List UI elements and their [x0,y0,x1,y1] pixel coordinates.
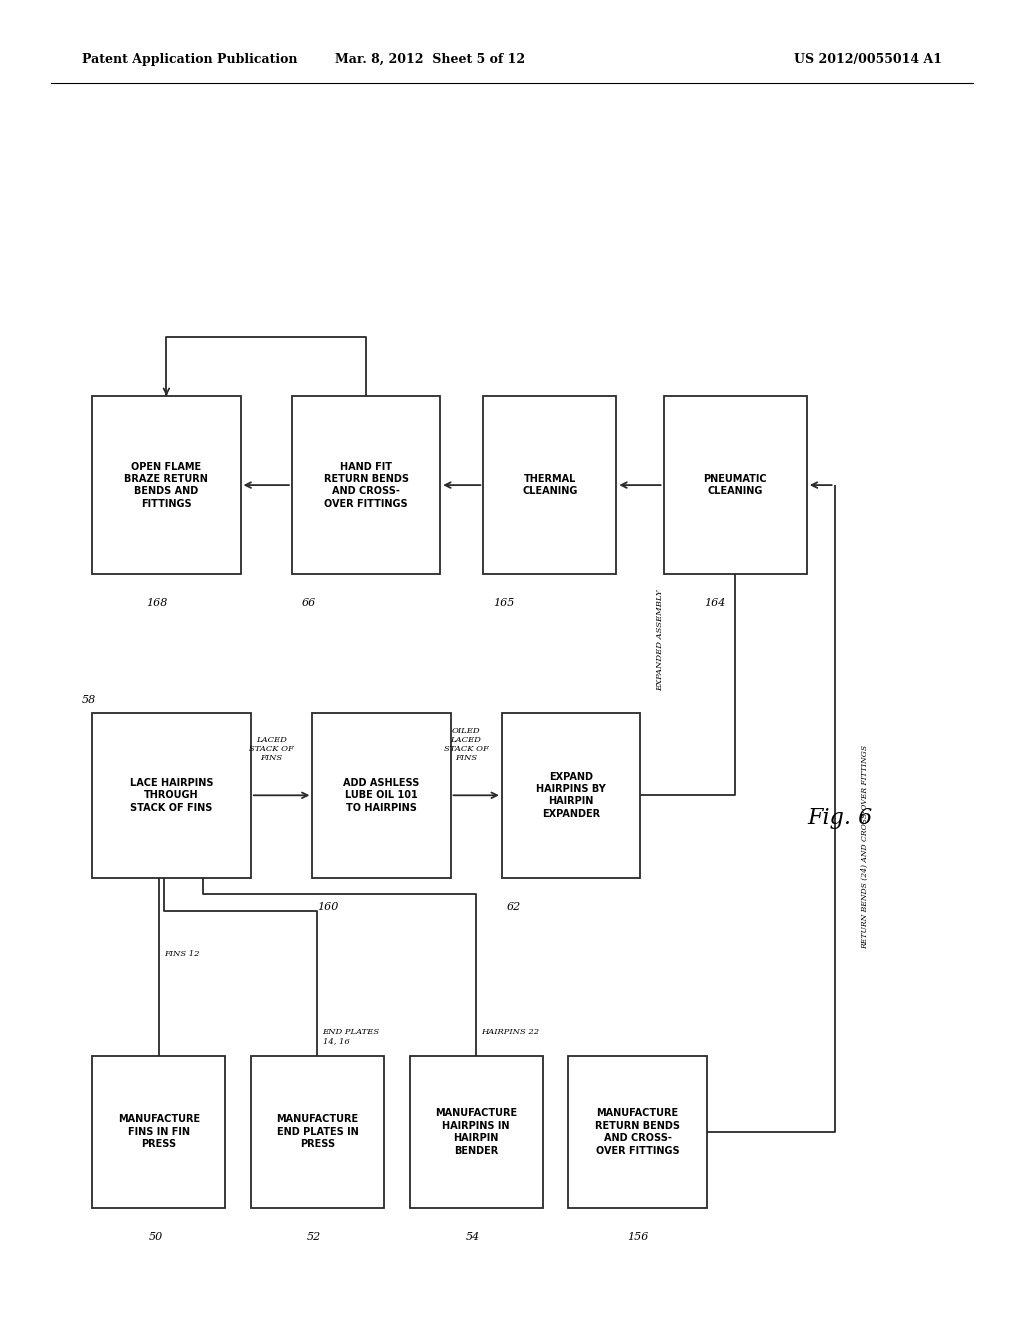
Bar [312,713,451,878]
Bar [483,396,616,574]
Text: RETURN BENDS (24) AND CROSS-OVER FITTINGS: RETURN BENDS (24) AND CROSS-OVER FITTING… [861,744,869,949]
Text: 52: 52 [307,1232,322,1242]
Text: US 2012/0055014 A1: US 2012/0055014 A1 [794,53,942,66]
Text: EXPANDED ASSEMBLY: EXPANDED ASSEMBLY [656,590,665,690]
Text: 54: 54 [466,1232,480,1242]
Text: THERMAL
CLEANING: THERMAL CLEANING [522,474,578,496]
Text: FINS 12: FINS 12 [164,949,200,958]
Bar [92,713,251,878]
Text: MANUFACTURE
RETURN BENDS
AND CROSS-
OVER FITTINGS: MANUFACTURE RETURN BENDS AND CROSS- OVER… [595,1109,680,1155]
Text: 156: 156 [627,1232,648,1242]
Text: HAND FIT
RETURN BENDS
AND CROSS-
OVER FITTINGS: HAND FIT RETURN BENDS AND CROSS- OVER FI… [324,462,409,508]
Text: HAIRPINS 22: HAIRPINS 22 [481,1028,540,1036]
Text: 58: 58 [82,694,96,705]
Text: 66: 66 [302,598,316,609]
Text: Mar. 8, 2012  Sheet 5 of 12: Mar. 8, 2012 Sheet 5 of 12 [335,53,525,66]
Bar [502,713,640,878]
Text: OILED
LACED
STACK OF
FINS: OILED LACED STACK OF FINS [443,727,488,762]
Text: 50: 50 [148,1232,163,1242]
Text: EXPAND
HAIRPINS BY
HAIRPIN
EXPANDER: EXPAND HAIRPINS BY HAIRPIN EXPANDER [536,772,606,818]
Bar [568,1056,707,1208]
Bar [251,1056,384,1208]
Text: MANUFACTURE
FINS IN FIN
PRESS: MANUFACTURE FINS IN FIN PRESS [118,1114,200,1150]
Text: 62: 62 [507,902,521,912]
Text: END PLATES
14, 16: END PLATES 14, 16 [323,1027,380,1045]
Text: Patent Application Publication: Patent Application Publication [82,53,297,66]
Bar [664,396,807,574]
Bar [292,396,440,574]
Text: PNEUMATIC
CLEANING: PNEUMATIC CLEANING [703,474,767,496]
Text: Fig. 6: Fig. 6 [807,808,872,829]
Text: LACE HAIRPINS
THROUGH
STACK OF FINS: LACE HAIRPINS THROUGH STACK OF FINS [130,777,213,813]
Text: MANUFACTURE
HAIRPINS IN
HAIRPIN
BENDER: MANUFACTURE HAIRPINS IN HAIRPIN BENDER [435,1109,517,1155]
Text: OPEN FLAME
BRAZE RETURN
BENDS AND
FITTINGS: OPEN FLAME BRAZE RETURN BENDS AND FITTIN… [125,462,208,508]
Text: 164: 164 [705,598,726,609]
Bar [92,396,241,574]
Text: ADD ASHLESS
LUBE OIL 101
TO HAIRPINS: ADD ASHLESS LUBE OIL 101 TO HAIRPINS [343,777,420,813]
Bar [410,1056,543,1208]
Text: 168: 168 [145,598,167,609]
Bar [92,1056,225,1208]
Text: 165: 165 [494,598,515,609]
Text: 160: 160 [317,902,339,912]
Text: MANUFACTURE
END PLATES IN
PRESS: MANUFACTURE END PLATES IN PRESS [276,1114,358,1150]
Text: LACED
STACK OF
FINS: LACED STACK OF FINS [249,737,294,762]
